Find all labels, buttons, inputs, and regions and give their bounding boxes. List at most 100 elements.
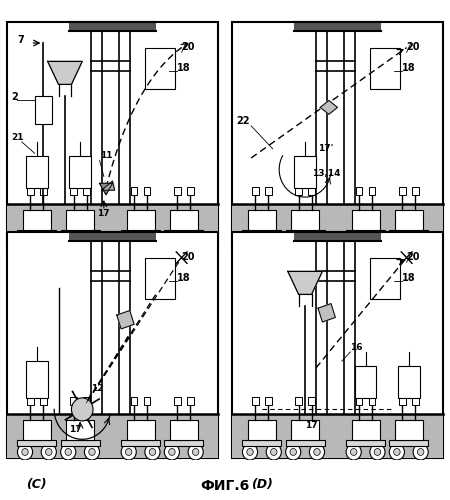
Circle shape: [169, 448, 175, 456]
Circle shape: [121, 444, 136, 460]
Bar: [27, 397, 34, 405]
Bar: [174, 186, 180, 195]
Circle shape: [41, 444, 56, 460]
Circle shape: [193, 238, 199, 246]
Circle shape: [149, 448, 156, 456]
Bar: [131, 397, 137, 405]
Circle shape: [310, 444, 324, 460]
Circle shape: [314, 448, 320, 456]
Circle shape: [18, 444, 32, 460]
Polygon shape: [117, 310, 134, 329]
Circle shape: [22, 448, 28, 456]
Circle shape: [243, 444, 257, 460]
Bar: [187, 397, 194, 405]
Circle shape: [314, 238, 320, 246]
Circle shape: [389, 444, 405, 460]
Bar: [170, 210, 198, 231]
Bar: [294, 156, 316, 188]
Circle shape: [418, 448, 424, 456]
Circle shape: [247, 238, 253, 246]
Circle shape: [61, 234, 76, 250]
Circle shape: [370, 444, 385, 460]
Bar: [294, 232, 381, 241]
Bar: [126, 420, 155, 440]
Bar: [243, 440, 281, 446]
Circle shape: [188, 444, 203, 460]
Text: 18: 18: [402, 62, 416, 72]
Bar: [370, 48, 400, 89]
Text: 18: 18: [177, 62, 191, 72]
Circle shape: [89, 448, 95, 456]
Bar: [295, 186, 302, 195]
Bar: [69, 22, 156, 32]
Bar: [144, 397, 150, 405]
Polygon shape: [48, 62, 82, 84]
Bar: [40, 186, 47, 195]
Text: 18: 18: [402, 272, 416, 282]
Bar: [70, 397, 77, 405]
Circle shape: [85, 444, 99, 460]
Bar: [389, 230, 428, 236]
Text: (B): (B): [251, 268, 272, 280]
Text: (A): (A): [26, 268, 47, 280]
Circle shape: [85, 234, 99, 250]
Circle shape: [247, 448, 253, 456]
Text: 7: 7: [18, 35, 24, 45]
Circle shape: [418, 238, 424, 246]
Text: 20: 20: [407, 42, 420, 52]
Circle shape: [65, 238, 72, 246]
Circle shape: [41, 234, 56, 250]
Bar: [351, 210, 380, 231]
Bar: [395, 420, 423, 440]
Bar: [18, 440, 56, 446]
Bar: [61, 440, 99, 446]
Bar: [187, 186, 194, 195]
Bar: [369, 186, 375, 195]
Bar: [66, 420, 94, 440]
Text: 20: 20: [407, 252, 420, 262]
Text: 20: 20: [182, 252, 195, 262]
Bar: [69, 156, 91, 188]
Bar: [26, 361, 48, 398]
Text: 18: 18: [177, 272, 191, 282]
Bar: [121, 230, 160, 236]
Bar: [248, 210, 276, 231]
Bar: [23, 210, 51, 231]
Bar: [18, 230, 56, 236]
Bar: [389, 440, 428, 446]
Bar: [399, 397, 405, 405]
Circle shape: [45, 448, 52, 456]
Bar: [398, 366, 419, 398]
Circle shape: [22, 238, 28, 246]
Bar: [7, 414, 218, 458]
Text: 2: 2: [11, 92, 18, 102]
Bar: [131, 186, 137, 195]
Circle shape: [193, 448, 199, 456]
Circle shape: [413, 444, 428, 460]
Circle shape: [18, 234, 32, 250]
Circle shape: [65, 448, 72, 456]
Circle shape: [351, 238, 357, 246]
Circle shape: [266, 234, 281, 250]
Circle shape: [149, 238, 156, 246]
Circle shape: [290, 238, 297, 246]
Bar: [356, 186, 362, 195]
Polygon shape: [318, 304, 335, 322]
Bar: [248, 420, 276, 440]
Bar: [174, 397, 180, 405]
Bar: [295, 397, 302, 405]
Bar: [35, 96, 52, 124]
Circle shape: [145, 234, 160, 250]
Bar: [346, 230, 385, 236]
Text: 22: 22: [236, 116, 249, 126]
Circle shape: [126, 448, 132, 456]
Bar: [412, 186, 418, 195]
Circle shape: [169, 238, 175, 246]
Bar: [291, 420, 319, 440]
Polygon shape: [102, 181, 115, 190]
Bar: [351, 420, 380, 440]
Bar: [40, 397, 47, 405]
Bar: [412, 397, 418, 405]
Bar: [69, 232, 156, 241]
Text: 17: 17: [97, 208, 110, 218]
